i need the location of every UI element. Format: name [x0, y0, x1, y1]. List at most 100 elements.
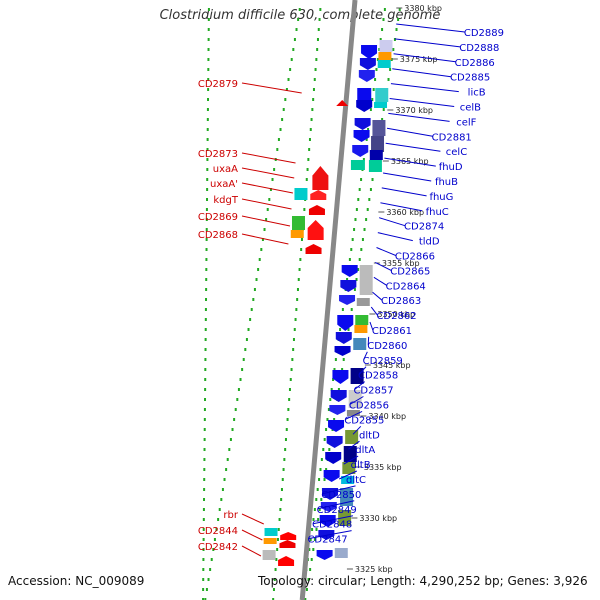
track-dot [265, 218, 268, 221]
track-dot [297, 18, 300, 21]
track-dot [231, 428, 234, 431]
gene-arrow-left [307, 220, 324, 240]
gene-box [371, 136, 385, 152]
track-dot [354, 218, 357, 221]
track-dot [204, 598, 207, 600]
track-dot [261, 238, 264, 241]
track-dot [379, 38, 382, 41]
track-dot [280, 498, 283, 501]
track-dot [288, 398, 291, 401]
track-dot [312, 98, 315, 101]
gene-arrow [337, 315, 354, 331]
track-dot [204, 348, 207, 351]
track-dot [210, 558, 213, 561]
track-dot [205, 298, 208, 301]
track-dot [316, 38, 319, 41]
gene-box [345, 430, 359, 444]
right-leader-line [369, 321, 374, 331]
track-dot [378, 48, 381, 51]
track-dot [241, 368, 244, 371]
gene-arrow [356, 100, 373, 112]
track-dot [207, 48, 210, 51]
right-gene-label: fhuD [439, 162, 463, 173]
track-dot [207, 78, 210, 81]
track-dot [203, 498, 206, 501]
left-gene-label: CD2879 [198, 79, 238, 90]
track-dot [360, 248, 363, 251]
kbp-ticks: 3380 kbp 3375 kbp 3370 kbp 3365 kbp 3360 kbp… [346, 4, 442, 574]
track-dot [283, 458, 286, 461]
track-dot [202, 538, 205, 541]
gene-arrow [341, 265, 358, 277]
track-dot [237, 388, 240, 391]
gene-arrow [335, 332, 352, 344]
kbp-label: 3325 kbp [355, 565, 393, 574]
track-dot [206, 148, 209, 151]
track-dot [313, 78, 316, 81]
track-dot [207, 8, 210, 11]
left-leader-line [241, 545, 262, 557]
track-dot [213, 538, 216, 541]
track-dot [307, 158, 310, 161]
track-dot [282, 108, 285, 111]
track-dot [393, 38, 396, 41]
track-dot [372, 88, 375, 91]
right-leader-line [394, 38, 461, 48]
track-dot [226, 458, 229, 461]
track-dot [293, 328, 296, 331]
track-dot [274, 568, 277, 571]
track-dot [305, 588, 308, 591]
gene-arrow-left [279, 540, 296, 548]
track-dot [289, 378, 292, 381]
right-leader-line [358, 366, 367, 376]
track-dot [355, 208, 358, 211]
track-dot [290, 368, 293, 371]
track-dot [260, 248, 263, 251]
right-gene-label: licB [468, 88, 486, 99]
left-gene-labels: CD2879 CD2873 uxaA uxaA' kdgT CD2869 CD2868 rbr… [198, 79, 302, 557]
right-gene-label: CD2888 [459, 43, 499, 54]
gene-box-left [264, 528, 278, 536]
right-leader-line [396, 23, 465, 33]
right-gene-label: CD2859 [363, 356, 403, 367]
track-dot [204, 388, 207, 391]
gene-arrow [332, 370, 349, 384]
track-dot [284, 438, 287, 441]
right-leader-line [377, 232, 413, 242]
track-dot [325, 468, 328, 471]
track-dot [218, 508, 221, 511]
right-gene-label: CD2874 [404, 222, 444, 233]
track-dot [337, 388, 340, 391]
dotted-track-lines [202, 8, 401, 600]
genome-backbone [299, 0, 358, 600]
gene-arrow [328, 420, 345, 432]
track-dot [206, 198, 209, 201]
gene-block [350, 160, 365, 170]
track-dot [358, 258, 361, 261]
gene-arrow [323, 470, 340, 482]
right-gene-label: CD2861 [372, 326, 412, 337]
left-gene-label: CD2873 [198, 149, 238, 160]
track-dot [326, 418, 329, 421]
track-dot [220, 498, 223, 501]
track-dot [367, 128, 370, 131]
right-gene-label: dltB [351, 460, 371, 471]
gene-arrow [339, 295, 356, 305]
track-dot [204, 318, 207, 321]
track-dot [276, 148, 279, 151]
right-leader-line [382, 172, 432, 182]
track-dot [207, 18, 210, 21]
right-leader-line [348, 440, 360, 450]
track-dot [205, 588, 208, 591]
gene-box [359, 265, 373, 295]
gene-arrow [330, 390, 347, 402]
track-dot [205, 238, 208, 241]
right-leader-line [386, 127, 433, 137]
track-dot [244, 348, 247, 351]
kbp-label: 3355 kbp [382, 259, 420, 268]
gene-box [350, 368, 364, 384]
track-dot [342, 358, 345, 361]
track-dot [206, 158, 209, 161]
track-dot [275, 558, 278, 561]
left-gene-label: CD2842 [198, 542, 238, 553]
